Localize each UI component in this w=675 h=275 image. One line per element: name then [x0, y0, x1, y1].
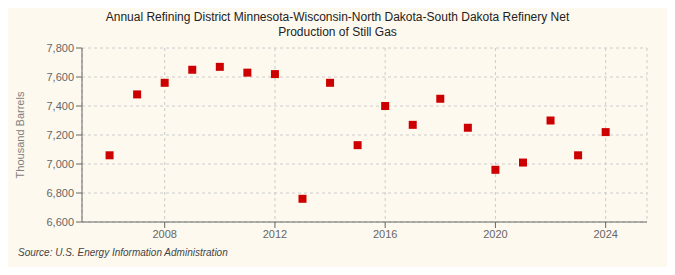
- svg-text:Thousand Barrels: Thousand Barrels: [14, 91, 26, 178]
- svg-text:6,600: 6,600: [46, 216, 74, 228]
- svg-text:7,600: 7,600: [46, 71, 74, 83]
- svg-text:6,800: 6,800: [46, 187, 74, 199]
- svg-text:7,800: 7,800: [46, 42, 74, 54]
- html-text:Production of Still Gas: Production of Still Gas: [278, 25, 397, 39]
- svg-text:2012: 2012: [263, 228, 287, 240]
- svg-text:2024: 2024: [593, 228, 617, 240]
- svg-text:2016: 2016: [373, 228, 397, 240]
- html-text:Annual Refining District Minne: Annual Refining District Minnesota-Wisco…: [105, 10, 570, 24]
- html-text:Source: U.S. Energy Informatio: Source: U.S. Energy Information Administ…: [18, 247, 228, 258]
- svg-text:2020: 2020: [483, 228, 507, 240]
- svg-text:7,000: 7,000: [46, 158, 74, 170]
- svg-text:7,400: 7,400: [46, 100, 74, 112]
- svg-text:2008: 2008: [152, 228, 176, 240]
- svg-text:7,200: 7,200: [46, 129, 74, 141]
